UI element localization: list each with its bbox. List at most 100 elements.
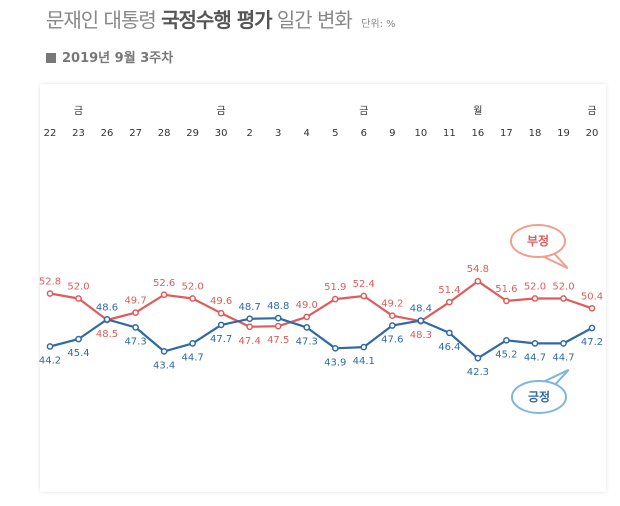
data-point — [217, 321, 225, 329]
data-point — [503, 297, 510, 305]
x-tick-label: 9 — [389, 128, 395, 139]
day-of-week-label: 금 — [217, 105, 226, 117]
data-point — [132, 324, 139, 331]
data-label: 52.0 — [552, 281, 574, 292]
day-of-week-label: 월 — [473, 105, 482, 117]
data-label: 54.8 — [467, 264, 489, 275]
data-label: 44.7 — [524, 352, 546, 363]
x-tick-label: 26 — [101, 128, 114, 139]
series-line-negative — [49, 280, 593, 328]
x-tick-label: 28 — [158, 128, 171, 139]
data-label: 47.5 — [267, 335, 289, 346]
x-tick-label: 2 — [246, 128, 252, 139]
callout-shape — [511, 380, 567, 414]
series-name-label: 긍정 — [528, 389, 550, 404]
data-point — [531, 340, 539, 347]
data-point — [446, 329, 453, 337]
data-label: 44.7 — [181, 352, 203, 363]
data-point — [303, 324, 311, 331]
data-label: 52.0 — [524, 281, 546, 292]
day-of-week-label: 금 — [74, 105, 83, 117]
x-tick-label: 6 — [361, 128, 367, 139]
unit-label: 단위: % — [361, 19, 396, 30]
data-label: 52.4 — [353, 279, 375, 290]
x-tick-label: 16 — [472, 128, 485, 139]
data-label: 49.6 — [210, 296, 232, 307]
data-point — [360, 343, 368, 351]
data-label: 48.6 — [96, 302, 118, 313]
data-point — [103, 316, 111, 323]
data-point — [331, 344, 339, 352]
data-label: 52.0 — [181, 281, 203, 292]
x-tick-label: 11 — [443, 128, 456, 139]
data-point — [588, 304, 596, 312]
data-point — [560, 340, 567, 347]
callout-negative: 부정 — [510, 224, 569, 270]
data-point — [388, 322, 396, 329]
data-label: 45.4 — [67, 348, 89, 359]
data-label: 48.8 — [267, 301, 289, 312]
data-label: 52.6 — [153, 278, 175, 289]
chart-title: 문재인 대통령 국정수행 평가 일간 변화 단위: % — [46, 4, 396, 33]
data-label: 48.4 — [410, 304, 432, 315]
data-label: 47.3 — [296, 336, 318, 347]
data-label: 48.3 — [410, 330, 432, 341]
data-label: 47.4 — [239, 336, 261, 347]
data-point — [446, 298, 453, 306]
data-point — [474, 354, 482, 362]
data-label: 48.7 — [239, 302, 261, 313]
data-label: 48.5 — [96, 329, 118, 340]
data-label: 51.9 — [324, 282, 346, 293]
title-suffix: 일간 변화 — [276, 8, 353, 32]
data-point — [417, 317, 425, 324]
data-point — [474, 277, 482, 285]
x-tick-label: 17 — [500, 128, 513, 139]
callout-shape — [510, 224, 566, 258]
data-label: 51.4 — [438, 285, 460, 296]
x-tick-label: 22 — [44, 128, 57, 139]
x-tick-label: 27 — [129, 128, 142, 139]
data-label: 50.4 — [581, 291, 603, 302]
x-tick-label: 10 — [414, 128, 427, 139]
subtitle-text: 2019년 9월 3주차 — [62, 51, 174, 66]
x-tick-label: 20 — [586, 128, 599, 139]
series-name-label: 부정 — [527, 233, 549, 248]
chart-panel — [40, 84, 606, 492]
data-label: 43.4 — [153, 360, 175, 371]
data-point — [75, 295, 82, 302]
data-label: 45.2 — [495, 349, 517, 360]
data-point — [331, 295, 339, 303]
series-line-positive — [49, 317, 593, 360]
data-point — [46, 290, 54, 297]
data-point — [503, 336, 510, 344]
data-label: 44.2 — [39, 355, 61, 366]
data-point — [189, 295, 196, 302]
data-label: 44.7 — [552, 352, 574, 363]
data-label: 47.3 — [124, 336, 146, 347]
day-of-week-label: 금 — [359, 105, 368, 117]
data-label: 49.0 — [296, 300, 318, 311]
data-point — [46, 343, 54, 350]
data-label: 47.7 — [210, 334, 232, 345]
data-label: 52.8 — [39, 277, 61, 288]
data-label: 49.7 — [124, 296, 146, 307]
data-point — [217, 309, 225, 317]
x-tick-label: 29 — [186, 128, 199, 139]
data-label: 47.2 — [581, 337, 603, 348]
x-tick-label: 18 — [529, 128, 542, 139]
x-tick-label: 5 — [332, 128, 338, 139]
data-point — [388, 312, 396, 320]
data-point — [75, 335, 82, 343]
data-label: 44.1 — [353, 356, 375, 367]
data-label: 43.9 — [324, 357, 346, 368]
data-point — [160, 291, 168, 299]
day-of-week-label: 금 — [587, 105, 596, 117]
data-point — [189, 340, 196, 347]
data-point — [560, 295, 567, 302]
data-point — [160, 348, 168, 355]
x-tick-label: 3 — [275, 128, 281, 139]
data-point — [274, 322, 282, 330]
data-point — [246, 323, 254, 331]
data-point — [303, 313, 311, 321]
